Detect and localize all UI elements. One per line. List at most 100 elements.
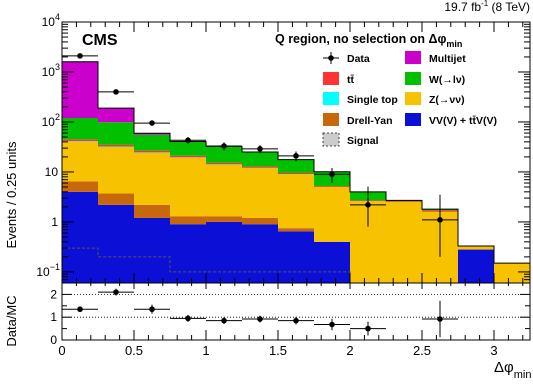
- ratio-point-6: [293, 318, 299, 324]
- bar-f7c300-bin-3: [170, 158, 206, 217]
- legend-swatch-2: [323, 72, 339, 85]
- data-point-7: [329, 171, 335, 177]
- bar-0c10d6-bin-1: [98, 205, 134, 313]
- bar-0c10d6-bin-2: [134, 218, 170, 313]
- main-plot: 10−1 1 10 102 103 104 Data Multijet tt̄ W(→lν) Sin…: [36, 12, 530, 313]
- bar-ff3333-bin-6: [278, 173, 314, 174]
- data-point-9: [437, 217, 443, 223]
- x-tick-label-4: 2: [346, 343, 353, 358]
- ratio-point-1: [113, 289, 119, 295]
- legend-label-8: Signal: [347, 135, 379, 147]
- data-point-5: [257, 146, 263, 152]
- bar-00c000-bin-6: [278, 160, 314, 173]
- ratio-point-4: [221, 318, 227, 324]
- y-tick-label-1: 1: [51, 215, 58, 229]
- bar-f7c300-bin-9: [386, 202, 422, 313]
- bar-ff3333-bin-9: [386, 201, 422, 202]
- y-tick-label-2: 10: [45, 165, 59, 179]
- y-axis-label: Events / 0.25 units: [4, 141, 19, 248]
- bar-0c10d6-bin-11: [458, 250, 494, 313]
- legend-label-3: W(→lν): [429, 74, 465, 86]
- lumi-label: 19.7 fb-1 (8 TeV): [444, 0, 530, 14]
- ratio-point-0: [77, 306, 83, 312]
- bar-f7c300-bin-0: [62, 142, 98, 182]
- bar-cc00cc-bin-0: [62, 62, 98, 118]
- x-tick-label-5: 2.5: [413, 343, 431, 358]
- data-point-4: [221, 143, 227, 149]
- bar-0c10d6-bin-5: [242, 224, 278, 313]
- bar-c8680c-bin-6: [278, 228, 314, 231]
- bar-0c10d6-bin-4: [206, 222, 242, 313]
- legend-label-2: tt̄: [347, 74, 354, 86]
- experiment-label: CMS: [82, 32, 118, 49]
- bar-ff3333-bin-5: [242, 167, 278, 168]
- bar-f7c300-bin-11: [458, 246, 494, 250]
- y-tick-label-5: 104: [42, 12, 60, 29]
- bar-f7c300-bin-6: [278, 174, 314, 228]
- bar-0c10d6-bin-7: [314, 242, 350, 313]
- legend-swatch-3: [405, 72, 421, 85]
- data-point-6: [293, 153, 299, 159]
- data-point-3: [185, 137, 191, 143]
- ratio-plot: 0 1 2 0 0.5 1 1.5 2 2.5 3: [50, 283, 530, 358]
- legend-signal-swatch: [323, 133, 339, 146]
- bar-c8680c-bin-5: [242, 218, 278, 224]
- bar-f7c300-bin-12: [494, 263, 530, 313]
- bar-00c000-bin-2: [134, 135, 170, 151]
- legend-swatch-1: [405, 51, 421, 64]
- ratio-tick-label-2: 2: [50, 287, 57, 301]
- legend-data-marker: [328, 55, 334, 61]
- bar-f7c300-bin-1: [98, 147, 134, 194]
- bar-00c000-bin-5: [242, 152, 278, 166]
- y-tick-label-4: 103: [42, 62, 60, 79]
- x-tick-label-0: 0: [58, 343, 65, 358]
- ratio-point-2: [149, 306, 155, 312]
- legend-label-1: Multijet: [429, 53, 466, 65]
- legend-swatch-6: [323, 113, 339, 126]
- x-axis-label: Δφmin: [494, 359, 531, 381]
- ratio-tick-label-1: 1: [50, 310, 57, 324]
- bar-f7c300-bin-7: [314, 187, 350, 242]
- legend-label-0: Data: [347, 53, 370, 65]
- bar-c8680c-bin-1: [98, 194, 134, 205]
- data-point-2: [149, 120, 155, 126]
- ratio-tick-label-0: 0: [50, 333, 57, 347]
- bar-c8680c-bin-4: [206, 216, 242, 222]
- ratio-frame: [62, 283, 530, 340]
- bar-f7c300-bin-5: [242, 168, 278, 218]
- bar-00c000-bin-0: [62, 118, 98, 139]
- data-point-8: [365, 202, 371, 208]
- ratio-point-9: [437, 316, 443, 322]
- y-tick-label-0: 10−1: [36, 262, 60, 279]
- bar-ff3333-bin-0: [62, 139, 98, 141]
- bar-ff3333-bin-1: [98, 145, 134, 147]
- ratio-points: [62, 289, 458, 338]
- bar-cc00cc-bin-1: [98, 108, 134, 122]
- bar-ff3333-bin-3: [170, 156, 206, 158]
- bar-f7c300-bin-4: [206, 165, 242, 217]
- ratio-point-3: [185, 316, 191, 322]
- x-tick-label-1: 0.5: [125, 343, 143, 358]
- chart-title: Q region, no selection on Δφmin: [275, 32, 462, 49]
- bar-f7c300-bin-2: [134, 153, 170, 205]
- x-tick-label-2: 1: [202, 343, 209, 358]
- x-tick-label-3: 1.5: [269, 343, 287, 358]
- bar-ff3333-bin-4: [206, 163, 242, 164]
- bar-0c10d6-bin-3: [170, 224, 206, 313]
- legend-label-4: Single top: [347, 94, 398, 106]
- legend-swatch-4: [323, 92, 339, 105]
- legend-swatch-5: [405, 92, 421, 105]
- data-point-0: [77, 53, 83, 59]
- x-tick-label-6: 3: [490, 343, 497, 358]
- ratio-point-7: [329, 322, 335, 328]
- bar-00c000-bin-1: [98, 122, 134, 145]
- legend-label-5: Z(→νν): [429, 94, 465, 106]
- legend-swatch-7: [405, 113, 421, 126]
- ratio-point-5: [257, 316, 263, 322]
- bar-c8680c-bin-2: [134, 205, 170, 218]
- legend-label-7: VV(V) + tt̄V(V): [429, 115, 497, 127]
- y-tick-label-3: 102: [42, 112, 60, 129]
